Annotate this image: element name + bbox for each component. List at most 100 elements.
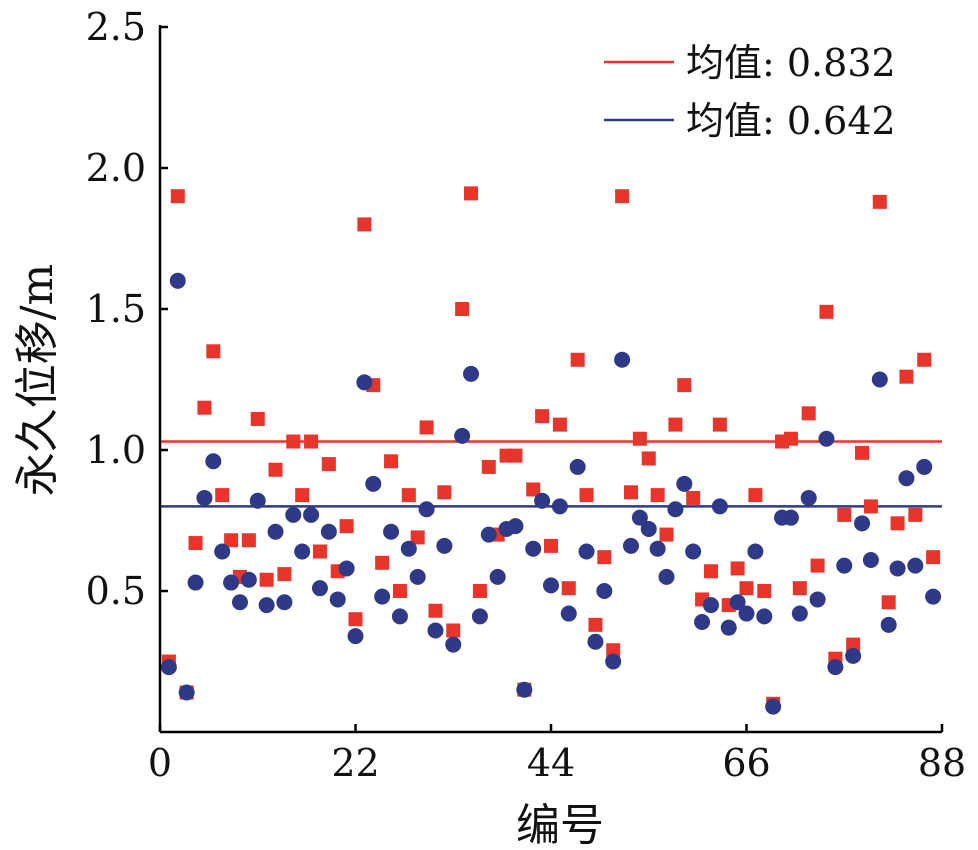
- circle-marker: [836, 557, 853, 574]
- square-marker: [890, 516, 905, 531]
- circle-marker: [622, 537, 639, 554]
- circle-marker: [827, 659, 844, 676]
- square-marker: [561, 581, 576, 596]
- square-marker: [615, 189, 630, 204]
- circle-marker: [507, 518, 524, 535]
- circle-marker: [862, 551, 879, 568]
- y-tick-label: 2.0: [86, 146, 146, 190]
- circle-marker: [631, 509, 648, 526]
- circle-marker: [231, 594, 248, 611]
- circle-marker: [596, 583, 613, 599]
- circle-marker: [889, 560, 906, 577]
- circle-marker: [160, 659, 177, 676]
- circle-marker: [480, 526, 497, 543]
- square-marker: [455, 302, 470, 316]
- square-marker: [748, 488, 763, 503]
- circle-marker: [560, 605, 577, 622]
- square-marker: [321, 457, 336, 472]
- square-marker: [668, 417, 683, 432]
- circle-marker: [383, 523, 400, 540]
- square-marker: [410, 530, 425, 545]
- square-marker: [428, 603, 443, 618]
- square-marker: [623, 485, 638, 500]
- circle-marker: [365, 475, 382, 492]
- square-marker: [286, 434, 301, 449]
- circle-marker: [347, 628, 364, 645]
- circle-marker: [587, 633, 604, 650]
- square-marker: [730, 561, 745, 576]
- circle-marker: [898, 470, 915, 487]
- circle-marker: [720, 619, 737, 636]
- square-marker: [277, 567, 292, 582]
- circle-marker: [303, 506, 320, 523]
- circle-marker: [400, 540, 417, 557]
- circle-marker: [578, 543, 595, 560]
- square-marker: [312, 544, 327, 559]
- square-marker: [819, 304, 834, 319]
- circle-marker: [320, 523, 337, 540]
- square-marker: [792, 581, 807, 596]
- square-marker: [801, 406, 816, 421]
- square-marker: [419, 420, 434, 435]
- circle-marker: [907, 557, 924, 574]
- square-marker: [908, 507, 923, 522]
- circle-marker: [427, 622, 444, 639]
- circle-marker: [374, 588, 391, 605]
- circle-marker: [694, 614, 711, 631]
- square-marker: [295, 488, 310, 503]
- square-marker: [917, 352, 932, 367]
- square-marker: [268, 462, 283, 477]
- square-marker: [872, 194, 887, 209]
- square-marker: [526, 482, 541, 497]
- circle-marker: [782, 509, 799, 526]
- circle-marker: [800, 489, 817, 506]
- circle-marker: [409, 568, 426, 585]
- circle-marker: [187, 574, 204, 591]
- circle-marker: [258, 597, 275, 614]
- square-marker: [206, 344, 221, 359]
- circle-marker: [649, 540, 666, 557]
- circle-marker: [756, 608, 773, 625]
- circle-marker: [809, 591, 826, 608]
- square-marker: [304, 434, 319, 449]
- square-marker: [215, 488, 230, 503]
- y-tick-label: 1.0: [86, 428, 146, 472]
- circle-marker: [614, 351, 631, 368]
- circle-marker: [551, 498, 568, 515]
- circle-marker: [818, 430, 835, 447]
- square-marker: [241, 533, 256, 548]
- square-marker: [464, 186, 479, 201]
- circle-marker: [702, 597, 719, 614]
- square-marker: [659, 527, 674, 542]
- square-marker: [863, 499, 878, 514]
- square-marker: [632, 431, 647, 446]
- square-marker: [357, 217, 372, 232]
- square-marker: [570, 352, 585, 367]
- square-marker: [446, 623, 461, 638]
- circle-marker: [240, 571, 257, 588]
- legend-label: 均值: 0.642: [686, 99, 896, 143]
- square-marker: [783, 431, 798, 446]
- circle-marker: [525, 540, 542, 557]
- circle-marker: [516, 681, 533, 698]
- circle-marker: [747, 543, 764, 560]
- circle-marker: [640, 520, 657, 537]
- circle-marker: [791, 605, 808, 622]
- circle-marker: [667, 501, 684, 518]
- square-marker: [606, 643, 621, 658]
- square-marker: [641, 451, 656, 466]
- circle-marker: [223, 574, 240, 591]
- circle-marker: [356, 374, 373, 391]
- circle-marker: [685, 543, 702, 560]
- square-marker: [384, 454, 399, 469]
- square-marker: [677, 378, 692, 393]
- square-marker: [472, 584, 487, 598]
- square-marker: [846, 637, 861, 652]
- square-marker: [739, 581, 754, 596]
- y-axis-title: 永久位移/m: [12, 264, 63, 497]
- square-marker: [810, 558, 825, 573]
- circle-marker: [658, 568, 675, 585]
- circle-marker: [445, 636, 462, 653]
- square-marker: [339, 519, 354, 534]
